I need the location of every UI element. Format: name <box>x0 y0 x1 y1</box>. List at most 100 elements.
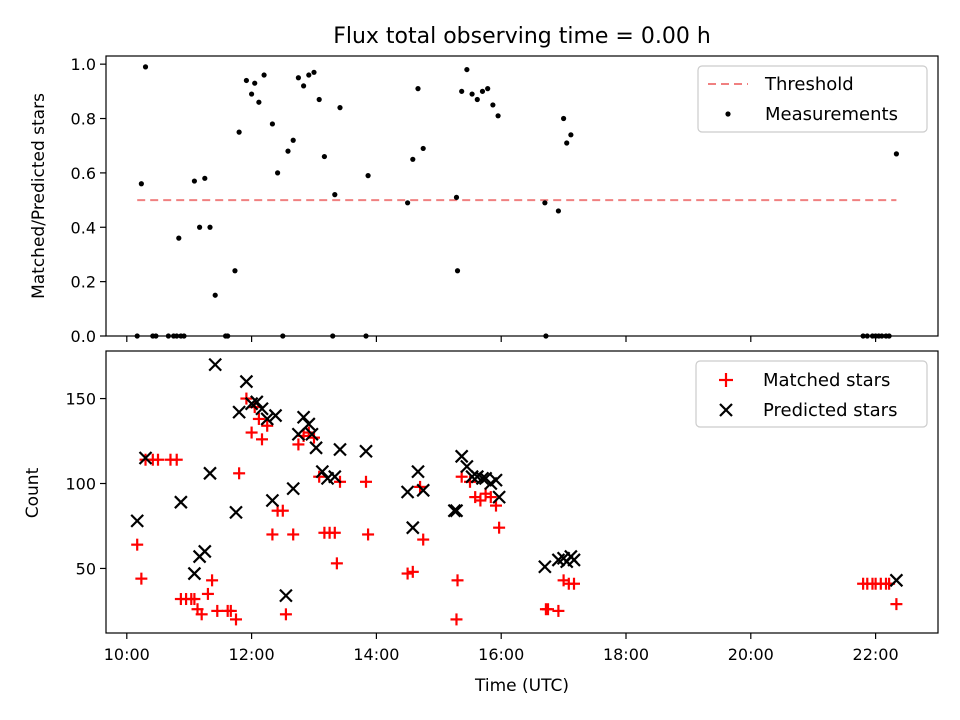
predicted-star-point <box>130 514 144 528</box>
matched-star-point <box>224 604 237 617</box>
legend-predicted-swatch <box>719 403 733 417</box>
measurement-point <box>420 145 426 152</box>
top-y-ticks: 0.0 0.2 0.4 0.6 0.8 1.0 <box>71 55 106 346</box>
measurement-point <box>306 72 312 78</box>
measurement-point <box>332 192 338 198</box>
bottom-x-tick-label: 12:00 <box>229 645 275 664</box>
bottom-y-tick-label: 100 <box>65 475 96 494</box>
measurement-point <box>453 194 460 200</box>
measurement-point <box>261 72 267 78</box>
predicted-star-point <box>229 505 243 520</box>
matched-star-point <box>256 433 268 446</box>
top-y-tick-label: 0.0 <box>71 327 96 346</box>
measurement-point <box>464 66 470 73</box>
measurements-points <box>134 64 900 339</box>
matched-star-point <box>170 453 183 466</box>
matched-star-point <box>451 574 464 587</box>
predicted-star-point <box>411 464 425 479</box>
matched-star-point <box>287 528 300 541</box>
predicted-star-point <box>268 408 283 423</box>
measurement-point <box>252 80 258 86</box>
bottom-x-tick-label: 16:00 <box>478 645 524 664</box>
bottom-x-tick-label: 18:00 <box>603 645 649 664</box>
matched-star-point <box>261 419 274 432</box>
measurement-point <box>454 268 461 274</box>
measurement-point <box>495 113 501 119</box>
matched-star-point <box>188 593 201 606</box>
predicted-star-point <box>279 588 293 603</box>
measurement-point <box>138 181 144 187</box>
measurement-point <box>337 105 343 111</box>
predicted-star-point <box>359 444 373 459</box>
legend-threshold-label: Threshold <box>764 74 854 95</box>
top-y-tick-label: 1.0 <box>71 55 96 74</box>
predicted-star-point <box>406 520 420 535</box>
matched-star-point <box>131 538 144 551</box>
top-y-tick-label: 0.6 <box>71 164 96 183</box>
matched-star-point <box>484 491 497 504</box>
predicted-star-point <box>328 469 342 484</box>
predicted-star-point <box>208 357 222 372</box>
bottom-y-ticks: 50 100 150 <box>65 390 106 578</box>
predicted-star-point <box>460 459 474 474</box>
predicted-star-point <box>309 441 323 455</box>
predicted-star-point <box>567 553 581 567</box>
measurement-point <box>459 88 465 94</box>
matched-star-point <box>552 604 565 617</box>
predicted-star-point <box>454 449 469 464</box>
predicted-star-point <box>305 427 319 442</box>
matched-star-point <box>406 565 419 578</box>
measurement-point <box>311 69 317 75</box>
x-axis-label: Time (UTC) <box>474 676 569 696</box>
predicted-star-point <box>416 483 430 498</box>
measurement-point <box>561 115 567 122</box>
predicted-stars-points <box>130 357 904 603</box>
matched-star-point <box>206 574 219 587</box>
predicted-star-point <box>538 559 552 574</box>
bottom-legend: Matched stars Predicted stars <box>695 360 928 428</box>
matched-star-point <box>292 438 305 451</box>
predicted-star-point <box>250 395 264 409</box>
measurement-point <box>564 140 570 146</box>
bottom-y-tick-label: 50 <box>76 559 96 578</box>
matched-star-point <box>135 572 148 585</box>
predicted-star-point <box>255 401 269 416</box>
predicted-star-point <box>198 544 212 559</box>
matched-star-point <box>568 577 580 590</box>
matched-star-point <box>195 608 208 621</box>
measurement-point <box>191 178 197 184</box>
bottom-y-tick-label: 150 <box>65 390 96 409</box>
legend-matched-label: Matched stars <box>763 370 890 391</box>
bottom-x-tick-label: 10:00 <box>104 645 150 664</box>
legend-measurements-swatch <box>725 111 731 117</box>
bottom-legend-box <box>695 360 928 428</box>
chart-title: Flux total observing time = 0.00 h <box>333 24 711 49</box>
measurement-point <box>202 175 208 181</box>
matched-star-point <box>360 475 372 488</box>
matched-star-point <box>450 613 463 626</box>
legend-predicted-label: Predicted stars <box>763 400 897 421</box>
matched-star-point <box>313 470 326 483</box>
top-y-tick-label: 0.8 <box>71 110 96 129</box>
measurement-point <box>269 121 275 127</box>
measurement-point <box>415 86 421 92</box>
measurement-point <box>236 129 242 135</box>
predicted-star-point <box>203 466 217 481</box>
bottom-x-tick-label: 20:00 <box>728 645 774 664</box>
measurement-point <box>290 137 296 143</box>
matched-star-point <box>328 526 341 539</box>
matched-star-point <box>152 453 164 466</box>
legend-matched-swatch <box>719 373 733 387</box>
matched-star-point <box>542 603 554 616</box>
predicted-star-point <box>174 495 188 509</box>
top-y-tick-label: 0.4 <box>71 218 96 237</box>
matched-star-point <box>211 604 224 617</box>
measurement-point <box>542 200 548 206</box>
bottom-y-axis-label: Count <box>23 467 43 518</box>
predicted-star-point <box>302 417 316 431</box>
measurement-point <box>321 153 327 160</box>
top-plot-frame <box>105 55 939 337</box>
measurement-point <box>365 173 371 179</box>
measurement-point <box>212 292 218 298</box>
